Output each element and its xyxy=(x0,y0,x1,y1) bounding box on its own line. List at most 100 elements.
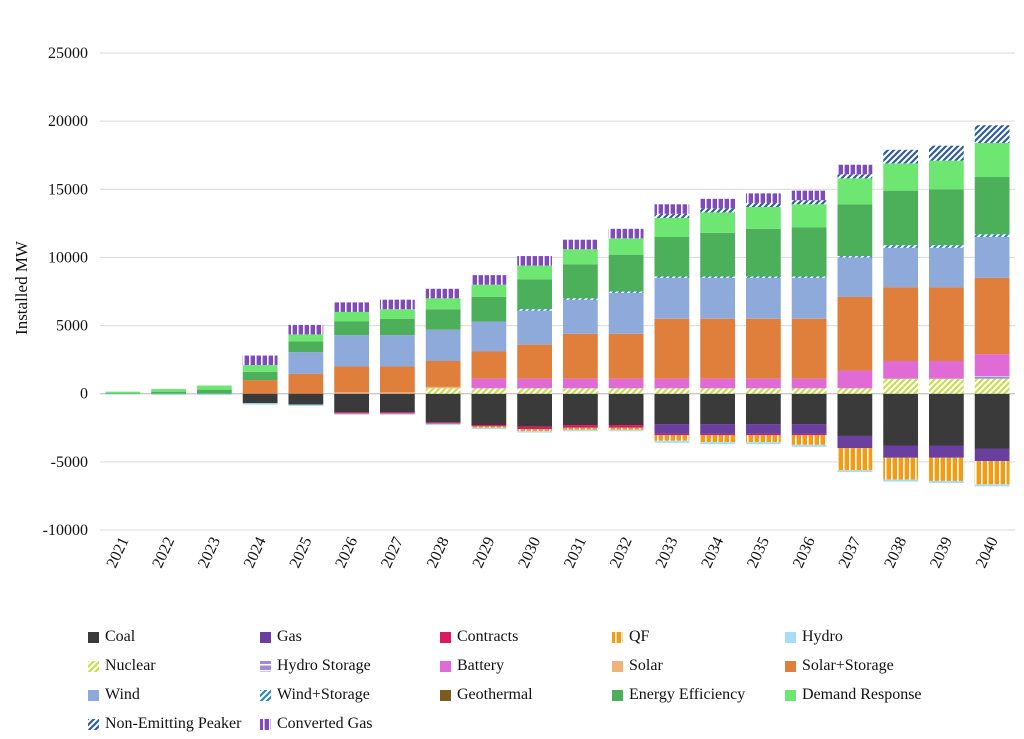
bar-segment xyxy=(928,160,964,190)
bar-segment xyxy=(562,333,598,379)
bar-segment xyxy=(334,392,370,394)
bar-segment xyxy=(654,435,690,441)
bar-segment xyxy=(700,433,736,436)
bar-segment xyxy=(334,321,370,336)
bar-segment xyxy=(334,311,370,322)
bar-segment xyxy=(608,291,644,293)
bar-segment xyxy=(974,234,1010,237)
bar-segment xyxy=(745,318,781,379)
legend-item: Wind xyxy=(88,684,140,706)
bar-segment xyxy=(471,425,507,427)
legend-item: Solar xyxy=(612,655,663,677)
legend-label: Hydro xyxy=(802,628,843,645)
legend-item: Hydro Storage xyxy=(260,655,371,677)
bar-segment xyxy=(837,388,873,394)
gridlines xyxy=(100,52,1015,531)
x-tick-label: 2038 xyxy=(881,535,910,571)
bar-segment xyxy=(242,403,278,405)
bar-segment xyxy=(562,427,598,430)
legend-label: Contracts xyxy=(457,628,519,645)
bar-segment xyxy=(700,232,736,277)
bar-segment xyxy=(242,380,278,394)
bar-segment xyxy=(700,198,736,209)
bar-segment xyxy=(471,296,507,322)
legend-label: Geothermal xyxy=(457,686,533,703)
bar-segment xyxy=(608,388,644,394)
x-tick-label: 2026 xyxy=(332,535,361,571)
x-tick-label: 2025 xyxy=(287,535,316,571)
bar-segment xyxy=(471,426,507,428)
bar-segment xyxy=(745,277,781,319)
legend-label: Converted Gas xyxy=(277,715,373,732)
bar-segment xyxy=(883,457,919,480)
x-tick-label: 2032 xyxy=(607,535,636,571)
bar-segment xyxy=(517,393,553,427)
legend-label: Battery xyxy=(457,657,505,674)
x-tick-label: 2023 xyxy=(195,535,224,571)
bar-segment xyxy=(379,366,415,393)
bar-segment xyxy=(379,392,415,394)
bar-segment xyxy=(196,385,232,390)
bar-segment xyxy=(791,227,827,277)
bar-segment xyxy=(334,393,370,413)
bar-segment xyxy=(471,321,507,352)
x-tick-label: 2035 xyxy=(744,535,773,571)
bar-segment xyxy=(745,378,781,389)
legend-item: Coal xyxy=(88,626,135,648)
bar-segment xyxy=(379,309,415,319)
bar-segment xyxy=(883,190,919,246)
bar-segment xyxy=(425,298,461,310)
bar-segment xyxy=(379,318,415,336)
bar-segment xyxy=(471,393,507,426)
bar-segment xyxy=(974,177,1010,235)
bar-segment xyxy=(928,247,964,288)
x-tick-label: 2027 xyxy=(378,535,407,571)
legend-item: Wind+Storage xyxy=(260,684,370,706)
bar-segment xyxy=(974,393,1010,449)
bar-segment xyxy=(700,424,736,434)
bar-segment xyxy=(654,236,690,277)
bar-segment xyxy=(974,448,1010,462)
x-tick-label: 2037 xyxy=(836,535,865,571)
bar-segment xyxy=(517,388,553,394)
legend-swatch xyxy=(260,689,271,701)
legend-item: Geothermal xyxy=(440,684,533,706)
bar-segment xyxy=(379,299,415,310)
bar-segment xyxy=(562,264,598,299)
bar-segment xyxy=(928,287,964,362)
bar-segment xyxy=(608,292,644,334)
bar-segment xyxy=(791,444,827,447)
bar-segment xyxy=(654,213,690,218)
bar-segment xyxy=(562,378,598,389)
bar-segment xyxy=(196,393,232,396)
bar-segment xyxy=(425,386,461,389)
bar-segment xyxy=(425,423,461,426)
bar-segment xyxy=(928,378,964,394)
bar-segment xyxy=(608,429,644,432)
bar-segment xyxy=(928,393,964,446)
bar-segment xyxy=(883,245,919,248)
bar-segment xyxy=(471,284,507,297)
legend-label: Hydro Storage xyxy=(277,657,371,674)
bar-segment xyxy=(883,287,919,362)
legend-swatch xyxy=(260,718,271,730)
bar-segment xyxy=(654,378,690,389)
bar-segment xyxy=(745,228,781,277)
legend-item: Converted Gas xyxy=(260,713,373,735)
x-tick-label: 2034 xyxy=(698,535,727,571)
bar-segment xyxy=(151,393,187,396)
bar-segment xyxy=(837,257,873,297)
bar-segment xyxy=(654,440,690,443)
bar-segment xyxy=(745,433,781,436)
legend-swatch xyxy=(260,660,271,672)
y-axis-ticks: 25000 20000 15000 10000 5000 0 -5000 -10000 xyxy=(43,45,88,539)
bar-segment xyxy=(928,145,964,161)
legend-label: Wind+Storage xyxy=(277,686,370,703)
bar-segment xyxy=(791,424,827,434)
bar-segment xyxy=(151,388,187,392)
x-tick-label: 2029 xyxy=(470,535,499,571)
bar-segment xyxy=(517,309,553,311)
y-axis-label: Installed MW xyxy=(12,240,31,335)
bar-segment xyxy=(928,189,964,246)
bar-segment xyxy=(379,393,415,413)
